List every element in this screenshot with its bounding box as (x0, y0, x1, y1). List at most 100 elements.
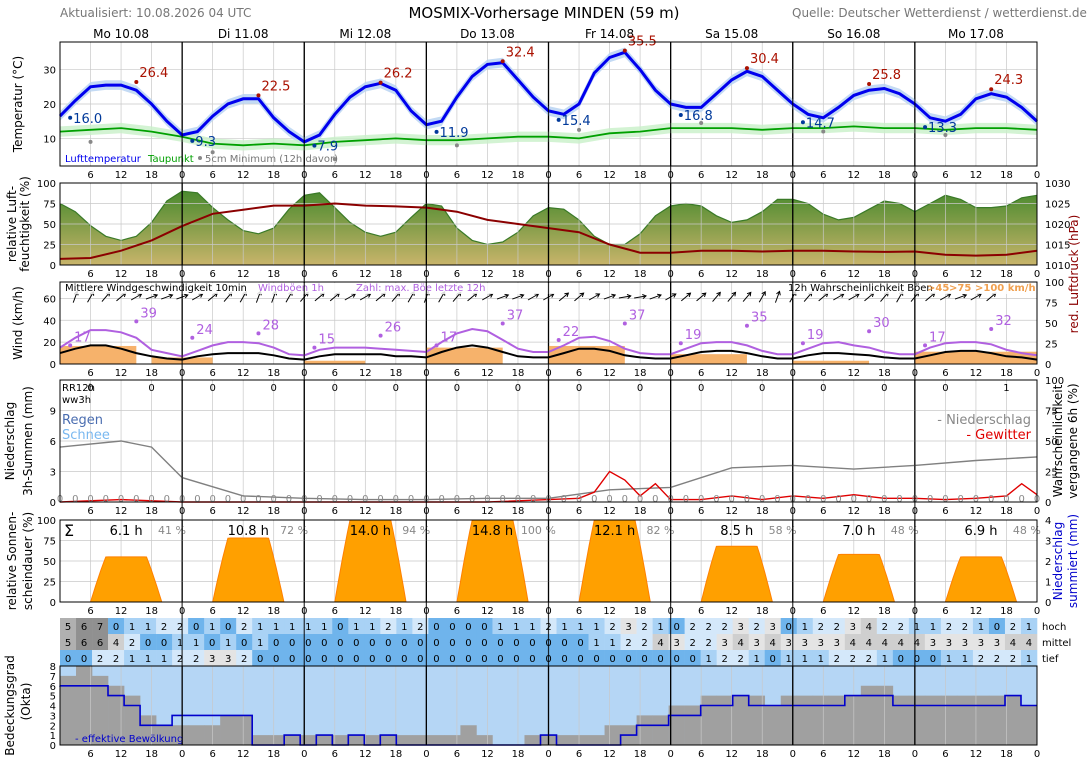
rr12h-value: 0 (148, 383, 154, 394)
cloud-layer-cell (700, 634, 717, 650)
gust-max-label: 39 (140, 306, 157, 321)
wind-direction-arrow (314, 292, 325, 302)
cloud-layer-cell (604, 634, 621, 650)
cloud-layer-cell (940, 618, 958, 634)
cloud-layer-cell (444, 618, 461, 634)
gust-probability-bar (914, 351, 1037, 364)
rr12h-value: 0 (209, 383, 215, 394)
cloud-layer-value: 0 (625, 654, 631, 665)
wind-direction-arrowhead (671, 293, 677, 298)
cloud-layer-row-label: tief (1042, 654, 1059, 665)
daily-sunshine-hours: 14.8 h (472, 524, 513, 539)
cloud-cover-bar (1004, 695, 1022, 745)
cloud-layer-cell (684, 618, 701, 634)
cloud-layer-cell (1004, 650, 1022, 666)
hour-tick-label: 6 (332, 606, 338, 617)
hour-tick-label: 6 (820, 269, 826, 280)
updated-timestamp: Aktualisiert: 10.08.2026 04 UTC (60, 6, 252, 20)
y-tick-label: 1025 (1045, 200, 1070, 211)
min-temp-marker (190, 138, 195, 143)
hour-tick-label: 12 (847, 606, 860, 617)
hour-tick-label: 18 (756, 749, 769, 760)
cloud-layer-value: 3 (225, 654, 231, 665)
hour-tick-label: 18 (878, 749, 891, 760)
wind-direction-arrow (649, 294, 662, 300)
cloud-layer-cell (348, 634, 365, 650)
precip-legend: - Niederschlag (937, 413, 1031, 428)
cloud-layer-cell (924, 634, 942, 650)
cloud-layer-cell (828, 618, 846, 634)
max-temp-label: 22.5 (261, 79, 290, 94)
cloud-layer-cell (892, 650, 910, 666)
legend-ground-min: 5cm Minimum (12h davor) (205, 154, 338, 165)
cloud-cover-bar (684, 705, 701, 745)
cloud-layer-cell (348, 650, 365, 666)
cloud-layer-value: 5 (65, 622, 71, 633)
ww3h-value: 0 (896, 494, 902, 505)
cloud-layer-value: 0 (465, 622, 471, 633)
hour-tick-label: 12 (359, 506, 372, 517)
cloud-layer-value: 1 (177, 638, 183, 649)
hour-tick-label: 6 (209, 506, 215, 517)
hour-tick-label: 6 (454, 506, 460, 517)
cloud-layer-cell (396, 650, 413, 666)
hour-tick-label: 0 (667, 749, 673, 760)
precip-ylabel-2: 3h-Summen (mm) (21, 386, 35, 496)
cloud-layer-value: 2 (946, 622, 952, 633)
hour-tick-label: 6 (209, 749, 215, 760)
precip-y2label-2: vergangene 6h (%) (1066, 383, 1080, 498)
cloud-layer-cell (604, 650, 621, 666)
y-tick-label: 75 (43, 537, 56, 548)
hour-tick-label: 6 (820, 749, 826, 760)
cloud-layer-cell (556, 650, 573, 666)
y-tick-label: 50 (1045, 319, 1058, 330)
cloud-layer-value: 0 (321, 654, 327, 665)
precip-y2label: Wahrscheinlichkeit (1051, 384, 1065, 497)
cloud-layer-cell (492, 634, 509, 650)
cloud-layer-value: 0 (321, 638, 327, 649)
cloud-layer-value: 2 (241, 622, 247, 633)
cloud-layer-value: 0 (337, 654, 343, 665)
daily-sunshine-percent: 82 % (646, 524, 674, 537)
cloud-cover-bar (332, 735, 349, 745)
hour-tick-label: 0 (545, 749, 551, 760)
cloud-layer-value: 1 (930, 622, 936, 633)
ground-min-marker (821, 129, 826, 134)
cloud-layer-value: 1 (593, 622, 599, 633)
wind-direction-arrow (848, 293, 860, 301)
cloud-layer-cell (172, 650, 189, 666)
hour-tick-label: 6 (942, 170, 948, 181)
legend-ground-min-marker (198, 156, 202, 160)
cloud-layer-value: 1 (754, 654, 760, 665)
cloud-layer-cell (508, 618, 525, 634)
cloud-layer-cell (988, 618, 1006, 634)
y-tick-label: 1020 (1045, 220, 1070, 231)
cloud-layer-cell (572, 634, 589, 650)
cloud-layer-value: 1 (705, 654, 711, 665)
cloud-layer-cell (316, 618, 333, 634)
max-temp-marker (256, 93, 261, 98)
cloud-cover-bar (460, 725, 477, 745)
cloud-layer-cell (524, 650, 541, 666)
cloud-layer-value: 0 (433, 622, 439, 633)
gust-max-label: 17 (441, 330, 458, 345)
cloud-layer-value: 4 (898, 638, 904, 649)
hour-tick-label: 6 (576, 749, 582, 760)
cloud-layer-cell (124, 618, 141, 634)
daily-sunshine-hours: 7.0 h (842, 524, 875, 539)
ww3h-value: 0 (347, 494, 353, 505)
cloud-layer-cell (732, 634, 750, 650)
day-label: Mo 17.08 (948, 27, 1004, 41)
hour-tick-label: 12 (603, 506, 616, 517)
cloud-layer-cell (764, 618, 782, 634)
cloud-layer-value: 1 (289, 622, 295, 633)
ww3h-value: 0 (835, 494, 841, 505)
y-tick-label: 100 (1045, 376, 1064, 387)
gust-max-marker (68, 343, 73, 348)
cloud-layer-value: 0 (337, 622, 343, 633)
humidity-ylabel: relative Luft- (5, 186, 19, 262)
cloud-layer-cell (204, 634, 221, 650)
y-tick-label: 0 (50, 598, 56, 609)
cloud-layer-value: 0 (241, 638, 247, 649)
cloud-layer-value: 1 (129, 622, 135, 633)
